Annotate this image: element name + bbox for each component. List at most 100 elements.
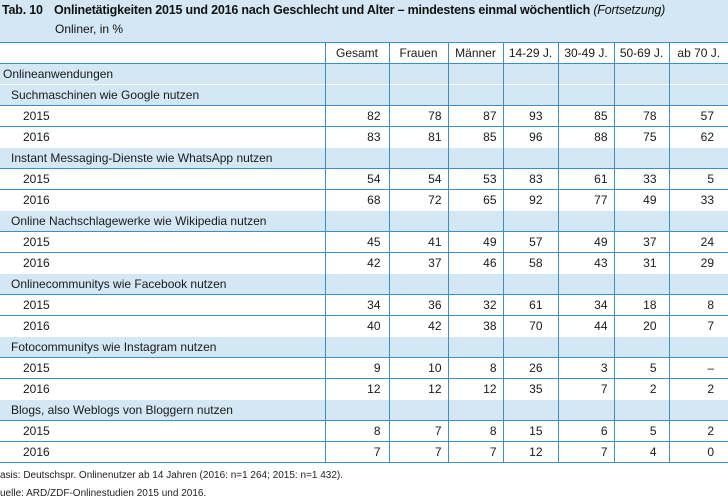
value-cell: 8: [324, 420, 389, 442]
value-cell: 42: [324, 252, 389, 274]
table-row: 2015 8 7 8 15 6 5 2: [0, 420, 728, 442]
value-cell: 78: [613, 105, 669, 127]
value-cell: 40: [324, 315, 389, 337]
empty-cell: [388, 147, 448, 169]
empty-cell: [388, 63, 448, 85]
empty-cell: [388, 210, 448, 232]
empty-cell: [668, 273, 728, 295]
value-cell: 58: [502, 252, 558, 274]
value-cell: –: [668, 357, 728, 379]
empty-cell: [613, 147, 669, 169]
empty-cell: [613, 399, 669, 421]
value-cell: 2: [668, 420, 728, 442]
value-cell: 7: [447, 441, 503, 463]
empty-cell: [613, 63, 669, 85]
group-label: Onlinecommunitys wie Facebook nutzen: [0, 273, 325, 295]
table-unit: Onliner, in %: [55, 22, 124, 36]
value-cell: 42: [388, 315, 448, 337]
value-cell: 81: [388, 126, 448, 148]
row-year: 2016: [0, 189, 325, 211]
value-cell: 7: [388, 420, 448, 442]
empty-cell: [557, 210, 614, 232]
value-cell: 68: [324, 189, 389, 211]
column-header: Männer: [447, 42, 503, 64]
value-cell: 4: [613, 441, 669, 463]
value-cell: 49: [613, 189, 669, 211]
table-row: 2015 34 36 32 61 34 18 8: [0, 294, 728, 316]
empty-cell: [502, 399, 558, 421]
section-label: Onlineanwendungen: [0, 63, 325, 85]
empty-cell: [613, 273, 669, 295]
value-cell: 29: [668, 252, 728, 274]
value-cell: 20: [613, 315, 669, 337]
value-cell: 34: [557, 294, 614, 316]
table-row: 2016 12 12 12 35 7 2 2: [0, 378, 728, 400]
empty-cell: [324, 336, 389, 358]
value-cell: 7: [557, 378, 614, 400]
value-cell: 54: [324, 168, 389, 190]
table-row: 2016 7 7 7 12 7 4 0: [0, 441, 728, 463]
empty-cell: [324, 147, 389, 169]
value-cell: 43: [557, 252, 614, 274]
table-title: Tab. 10 Onlinetätigkeiten 2015 und 2016 n…: [0, 3, 665, 17]
value-cell: 3: [557, 357, 614, 379]
table-number: Tab. 10: [2, 3, 43, 17]
group-row: Suchmaschinen wie Google nutzen: [0, 84, 728, 106]
empty-cell: [324, 210, 389, 232]
empty-cell: [447, 210, 503, 232]
value-cell: 8: [447, 357, 503, 379]
empty-cell: [557, 63, 614, 85]
empty-cell: [668, 84, 728, 106]
value-cell: 83: [324, 126, 389, 148]
empty-cell: [447, 147, 503, 169]
footnote-source: uelle: ARD/ZDF-Onlinestudien 2015 und 20…: [0, 488, 207, 499]
empty-cell: [613, 210, 669, 232]
column-header: 14-29 J.: [502, 42, 558, 64]
column-header: ab 70 J.: [668, 42, 728, 64]
value-cell: 82: [324, 105, 389, 127]
row-year: 2015: [0, 168, 325, 190]
table-row: 2015 9 10 8 26 3 5–: [0, 357, 728, 379]
value-cell: 31: [613, 252, 669, 274]
table-row: 2015 45 41 49 57 49 37 24: [0, 231, 728, 253]
column-header-row: Gesamt Frauen Männer 14-29 J. 30-49 J. 5…: [0, 42, 728, 64]
value-cell: 7: [324, 441, 389, 463]
empty-cell: [502, 63, 558, 85]
value-cell: 26: [502, 357, 558, 379]
value-cell: 5: [613, 420, 669, 442]
value-cell: 70: [502, 315, 558, 337]
empty-cell: [502, 210, 558, 232]
value-cell: 12: [502, 441, 558, 463]
row-year: 2015: [0, 357, 325, 379]
empty-cell: [447, 63, 503, 85]
table-row: 2015 82 78 87 93 85 78 57: [0, 105, 728, 127]
group-row: Blogs, also Weblogs von Bloggern nutzen: [0, 399, 728, 421]
empty-cell: [388, 273, 448, 295]
value-cell: 49: [447, 231, 503, 253]
empty-cell: [668, 336, 728, 358]
empty-cell: [502, 84, 558, 106]
value-cell: 85: [447, 126, 503, 148]
value-cell: 53: [447, 168, 503, 190]
value-cell: 36: [388, 294, 448, 316]
data-table: Gesamt Frauen Männer 14-29 J. 30-49 J. 5…: [0, 42, 728, 463]
table-row: 2016 68 72 65 92 77 49 33: [0, 189, 728, 211]
empty-cell: [447, 399, 503, 421]
group-row: Onlinecommunitys wie Facebook nutzen: [0, 273, 728, 295]
footnote-basis: asis: Deutschspr. Onlinenutzer ab 14 Jah…: [0, 470, 344, 481]
value-cell: 45: [324, 231, 389, 253]
value-cell: 77: [557, 189, 614, 211]
group-row: Instant Messaging-Dienste wie WhatsApp n…: [0, 147, 728, 169]
value-cell: 5: [613, 357, 669, 379]
empty-cell: [447, 84, 503, 106]
value-cell: 75: [613, 126, 669, 148]
row-year: 2016: [0, 126, 325, 148]
empty-cell: [613, 84, 669, 106]
empty-cell: [324, 273, 389, 295]
empty-cell: [668, 210, 728, 232]
empty-cell: [447, 273, 503, 295]
empty-cell: [388, 399, 448, 421]
value-cell: 7: [557, 441, 614, 463]
group-row: Online Nachschlagewerke wie Wikipedia nu…: [0, 210, 728, 232]
value-cell: 35: [502, 378, 558, 400]
